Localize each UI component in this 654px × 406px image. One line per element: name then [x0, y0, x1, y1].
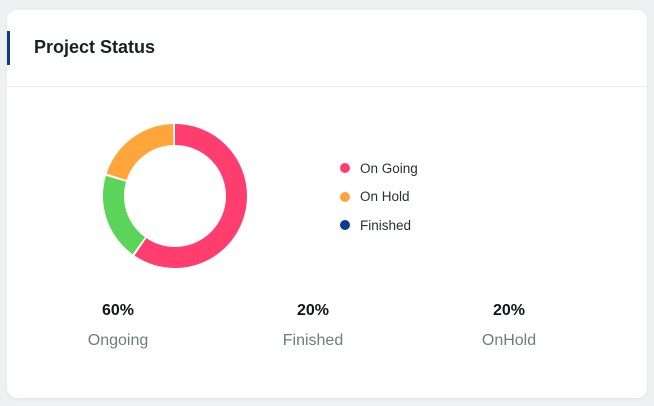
stat-value: 60%	[101, 302, 135, 319]
legend-item-finished[interactable]: Finished	[340, 211, 418, 240]
legend-dot-icon	[340, 220, 350, 231]
card-header: Project Status	[7, 10, 647, 87]
stat-finished: 20% Finished	[238, 300, 388, 351]
donut-slice-on-going[interactable]	[103, 124, 247, 268]
stat-value: 20%	[492, 302, 526, 319]
legend-dot-icon	[340, 191, 350, 202]
stat-label: OnHold	[481, 332, 537, 349]
stat-label: Finished	[282, 332, 344, 349]
donut-chart	[103, 124, 247, 268]
stat-label: Ongoing	[87, 332, 149, 349]
header-accent-bar	[7, 31, 10, 65]
legend-item-on-going[interactable]: On Going	[340, 154, 418, 183]
donut-slice-finished[interactable]	[103, 124, 247, 268]
card-title: Project Status	[34, 37, 156, 57]
stat-value: 20%	[296, 302, 330, 319]
legend-dot-icon	[340, 163, 350, 174]
legend-label: On Going	[360, 160, 418, 176]
legend-label: On Hold	[360, 189, 410, 205]
legend-item-on-hold[interactable]: On Hold	[340, 183, 418, 212]
project-status-card: Project Status On Going On Hold Finished…	[7, 10, 647, 398]
stat-onhold: 20% OnHold	[434, 300, 584, 351]
legend-label: Finished	[360, 217, 412, 233]
chart-legend: On Going On Hold Finished	[340, 154, 418, 240]
stat-ongoing: 60% Ongoing	[43, 300, 193, 351]
